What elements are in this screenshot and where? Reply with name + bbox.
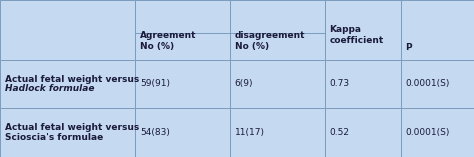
Text: Actual fetal weight versus: Actual fetal weight versus	[5, 75, 139, 84]
Text: Hadlock formulae: Hadlock formulae	[5, 84, 94, 93]
Text: 54(83): 54(83)	[140, 128, 170, 137]
Text: P: P	[405, 43, 412, 52]
Text: 59(91): 59(91)	[140, 79, 170, 89]
Text: Agreement
No (%): Agreement No (%)	[140, 30, 196, 51]
Text: 11(17): 11(17)	[235, 128, 264, 137]
Bar	[325, 0, 401, 60]
Bar	[0, 60, 135, 108]
Text: 6(9): 6(9)	[235, 79, 253, 89]
Bar	[230, 108, 325, 157]
Bar	[0, 0, 135, 60]
Bar	[325, 108, 401, 157]
Text: Scioscia's formulae: Scioscia's formulae	[5, 133, 103, 142]
Text: 0.0001(S): 0.0001(S)	[405, 79, 450, 89]
Bar	[401, 108, 474, 157]
Bar	[401, 0, 474, 60]
Bar	[230, 60, 325, 108]
Text: 0.0001(S): 0.0001(S)	[405, 128, 450, 137]
Text: disagreement
No (%): disagreement No (%)	[235, 30, 305, 51]
Text: 0.73: 0.73	[329, 79, 349, 89]
Bar	[135, 0, 230, 60]
Bar	[135, 108, 230, 157]
Text: 0.52: 0.52	[329, 128, 349, 137]
Text: Actual fetal weight versus: Actual fetal weight versus	[5, 123, 139, 132]
Bar	[230, 0, 325, 60]
Bar	[401, 60, 474, 108]
Text: Kappa
coefficient: Kappa coefficient	[329, 24, 383, 45]
Bar	[135, 60, 230, 108]
Bar	[325, 60, 401, 108]
Bar	[0, 108, 135, 157]
